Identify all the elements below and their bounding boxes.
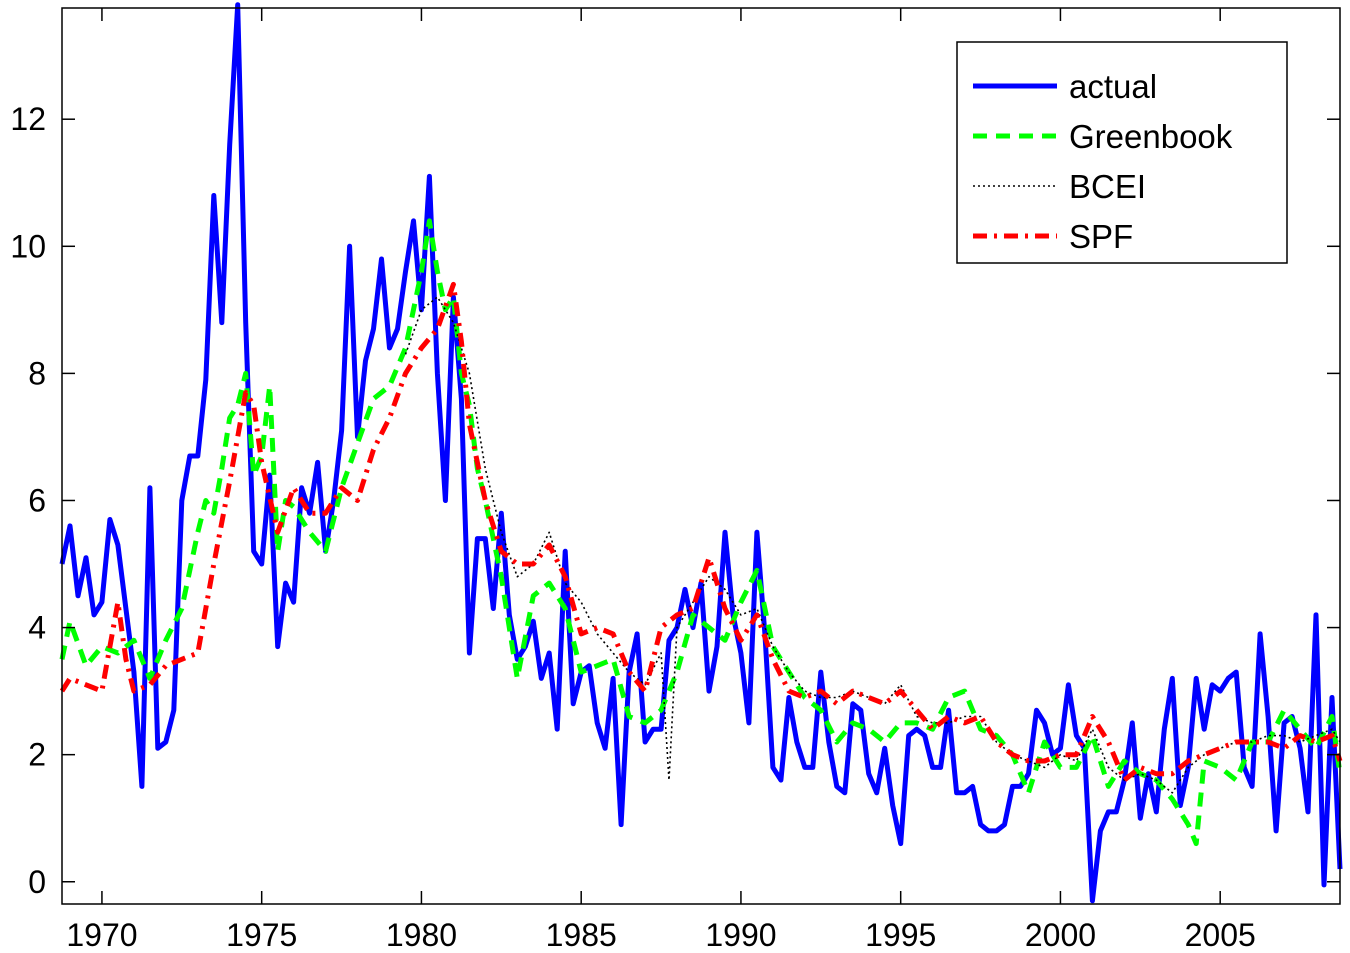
legend-label-spf: SPF [1069,218,1133,255]
axes-layer: 1970 1975 1980 1985 1990 1995 2000 2005 0 2 4 6 8 10 1… [10,7,1341,953]
y-tick-label: 2 [28,737,46,773]
legend-label-actual: actual [1069,68,1157,105]
axes-frame [61,7,1341,905]
series-line-bcei [404,296,1341,794]
x-tick-label: 2000 [1025,917,1096,953]
x-tick-label: 1970 [66,917,137,953]
legend: actual Greenbook BCEI SPF [956,41,1288,264]
x-tick-label: 1985 [546,917,617,953]
y-tick-label: 4 [28,610,46,646]
y-tick-label: 6 [28,482,46,518]
series-layer [59,2,1343,904]
y-tick-label: 12 [10,101,46,137]
y-tick-label: 8 [28,355,46,391]
series-line-spf [59,281,1343,783]
legend-label-greenbook: Greenbook [1069,118,1233,155]
x-tick-label: 1980 [386,917,457,953]
y-tick-label: 0 [28,864,46,900]
x-tick-label: 1990 [705,917,776,953]
y-tick-label: 10 [10,228,46,264]
legend-box [956,41,1288,264]
x-tick-label: 1975 [226,917,297,953]
x-tick-label: 2005 [1185,917,1256,953]
x-tick-label: 1995 [865,917,936,953]
legend-label-bcei: BCEI [1069,168,1146,205]
series-line-greenbook [59,218,1343,847]
